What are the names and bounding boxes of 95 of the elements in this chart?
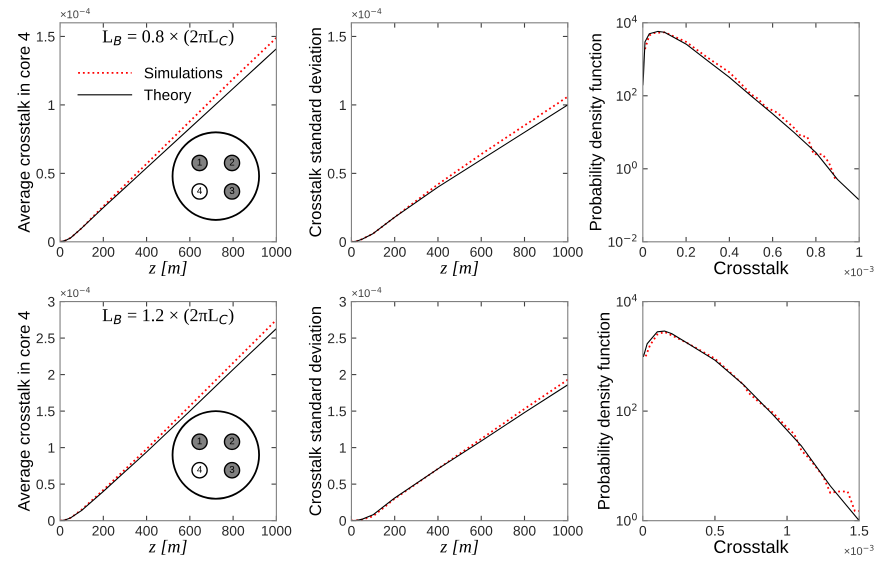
annotation: 1 [198, 438, 202, 444]
annotation: L$_{B}$ = 1.2 × (2πL$_{C}$) [102, 308, 234, 325]
x-tick-label: 400 [426, 247, 450, 257]
y-tick-label: 2 [48, 370, 54, 380]
x-tick-label: 600 [178, 526, 201, 536]
y-tick-label: 10$^{4}$ [616, 15, 637, 28]
x-tick-label: 0.2 [676, 247, 696, 257]
x-tick-label: 1000 [553, 247, 583, 257]
x-axis-title: z [m] [148, 540, 187, 555]
x-tick-label: 0 [348, 526, 355, 536]
x-tick-label: 800 [222, 247, 244, 257]
x-tick-label: 1000 [553, 526, 583, 536]
x-tick-label: 0.6 [764, 247, 782, 257]
y-tick-label: 0 [48, 237, 55, 247]
y-tick-label: 0 [48, 516, 55, 526]
x-tick-label: 0 [56, 526, 64, 536]
x-tick-label: 1000 [262, 247, 292, 257]
y-tick-label: 1.5 [328, 406, 346, 416]
y-tick-label: 10$^{2}$ [616, 88, 637, 101]
line-series [644, 31, 836, 180]
y-axis-title: Crosstalk standard deviation [308, 28, 322, 237]
y-tick-label: 3 [48, 296, 55, 307]
annotation: 1 [198, 158, 202, 166]
annotation: L$_{B}$ = 0.8 × (2πL$_{C}$) [102, 30, 234, 46]
y-tick-label: 0.5 [328, 168, 346, 179]
y-axis-title: Probability density function [597, 313, 613, 509]
x-tick-label: 800 [222, 526, 244, 536]
y-tick-label: 1 [340, 100, 346, 110]
x-tick-label: 0.8 [806, 247, 825, 257]
legend-label: Theory [144, 89, 192, 104]
y-tick-label: 10$^{2}$ [616, 403, 637, 416]
y-tick-label: 1.5 [328, 32, 346, 42]
x-tick-label: 600 [470, 526, 492, 536]
y-tick-label: 10$^{0}$ [616, 161, 637, 174]
y-tick-label: 1 [48, 100, 55, 110]
x-tick-label: 0 [56, 247, 64, 257]
x-tick-label: 200 [384, 247, 406, 257]
x-tick-label: 200 [384, 526, 406, 536]
x-axis-title: z [m] [440, 261, 478, 276]
x-axis-title: Crosstalk [714, 261, 789, 274]
annotation: 3 [230, 187, 234, 194]
x-axis-title: Crosstalk [714, 540, 789, 554]
legend-label: Simulations [144, 67, 222, 78]
y-tick-label: 1.5 [36, 32, 55, 42]
y-tick-label: 10$^{0}$ [616, 513, 637, 526]
x-tick-label: 1000 [262, 526, 292, 536]
x-axis-title: z [m] [148, 261, 187, 276]
x-tick-label: 200 [92, 526, 114, 536]
x-tick-label: 0.4 [720, 247, 739, 257]
annotation: 3 [230, 466, 234, 473]
text: ×10$^{−3}$ [844, 544, 874, 555]
x-tick-label: 400 [426, 526, 450, 536]
text: ×10$^{−3}$ [844, 266, 874, 276]
x-tick-label: 600 [470, 247, 492, 257]
y-tick-label: 3 [339, 296, 346, 307]
annotation: 4 [197, 187, 202, 194]
y-axis-title: Average crosstalk in core 4 [18, 311, 34, 512]
x-tick-label: 1 [856, 247, 862, 257]
y-tick-label: 0 [339, 516, 346, 526]
x-tick-label: 800 [514, 247, 536, 257]
x-tick-label: 1.5 [850, 526, 868, 536]
y-tick-label: 1.5 [36, 406, 55, 416]
x-tick-label: 0 [348, 247, 355, 257]
line-series [642, 30, 860, 201]
x-tick-label: 0.5 [706, 526, 724, 536]
annotation: 2 [230, 158, 234, 166]
y-tick-label: 0.5 [328, 479, 346, 490]
y-tick-label: 1 [48, 443, 55, 453]
y-tick-label: 10$^{4}$ [616, 294, 637, 307]
annotation: 2 [230, 437, 234, 444]
y-tick-label: 0.5 [36, 479, 55, 490]
x-tick-label: 800 [514, 526, 536, 536]
y-tick-label: 1 [340, 443, 346, 453]
x-tick-label: 0 [640, 526, 646, 536]
x-tick-label: 0 [640, 247, 646, 257]
text: ×10$^{−4}$ [352, 8, 382, 18]
text: ×10$^{−4}$ [60, 8, 90, 18]
text: ×10$^{−4}$ [60, 287, 90, 298]
x-tick-label: 400 [135, 526, 158, 536]
y-tick-label: 2.5 [328, 333, 346, 344]
y-axis-title: Probability density function [589, 34, 605, 230]
x-tick-label: 200 [92, 247, 114, 257]
y-tick-label: 0 [339, 237, 346, 247]
y-tick-label: 2.5 [36, 333, 55, 344]
x-axis-title: z [m] [440, 540, 478, 555]
x-tick-label: 400 [135, 247, 158, 257]
x-tick-label: 1 [784, 526, 790, 536]
annotation: 4 [197, 466, 202, 473]
x-tick-label: 600 [178, 247, 201, 257]
y-tick-label: 2 [340, 370, 346, 380]
y-axis-title: Crosstalk standard deviation [308, 307, 322, 516]
y-tick-label: 0.5 [36, 168, 55, 179]
text: ×10$^{−4}$ [352, 287, 382, 298]
y-axis-title: Average crosstalk in core 4 [18, 32, 34, 233]
y-tick-label: 10$^{−2}$ [608, 234, 636, 247]
